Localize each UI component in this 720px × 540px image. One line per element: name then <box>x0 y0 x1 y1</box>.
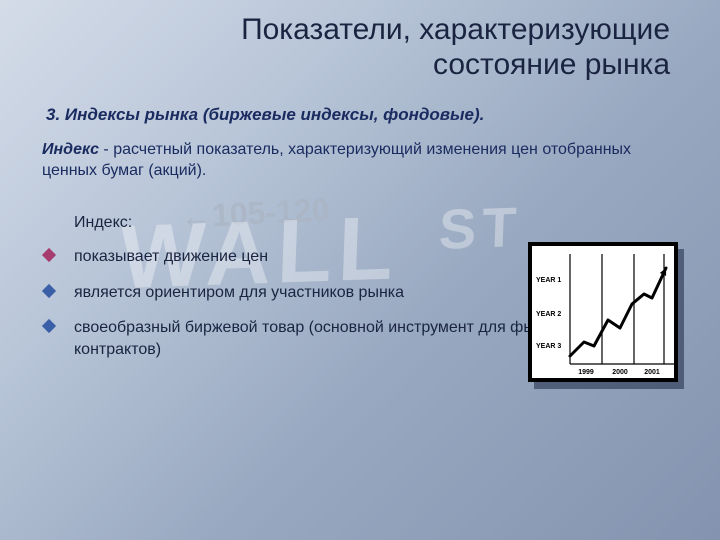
definition-rest: - расчетный показатель, характеризующий … <box>42 141 631 180</box>
diamond-icon <box>42 283 56 297</box>
index-label: Индекс: <box>74 214 680 232</box>
bullet-text: является ориентиром для участников рынка <box>74 284 404 301</box>
chart-svg: YEAR 1 YEAR 2 YEAR 3 1999 2000 2001 <box>532 246 674 378</box>
slide-title: Показатели, характеризующие состояние ры… <box>40 12 680 83</box>
svg-text:YEAR 2: YEAR 2 <box>536 311 561 318</box>
svg-text:YEAR 1: YEAR 1 <box>536 277 561 284</box>
title-line-1: Показатели, характеризующие <box>241 13 670 46</box>
diamond-icon <box>42 319 56 333</box>
bullet-text: показывает движение цен <box>74 248 268 265</box>
svg-text:1999: 1999 <box>578 369 594 376</box>
diamond-icon <box>42 248 56 262</box>
definition-term: Индекс <box>42 141 99 158</box>
chart-clipart: YEAR 1 YEAR 2 YEAR 3 1999 2000 2001 <box>528 242 678 382</box>
title-line-2: состояние рынка <box>433 48 670 81</box>
section-subhead: 3. Индексы рынка (биржевые индексы, фонд… <box>40 105 680 125</box>
definition-paragraph: Индекс - расчетный показатель, характери… <box>40 139 680 182</box>
svg-text:YEAR 3: YEAR 3 <box>536 343 561 350</box>
svg-text:2001: 2001 <box>644 369 660 376</box>
svg-text:2000: 2000 <box>612 369 628 376</box>
bullet-text: своеобразный биржевой товар (основной ин… <box>74 319 606 358</box>
